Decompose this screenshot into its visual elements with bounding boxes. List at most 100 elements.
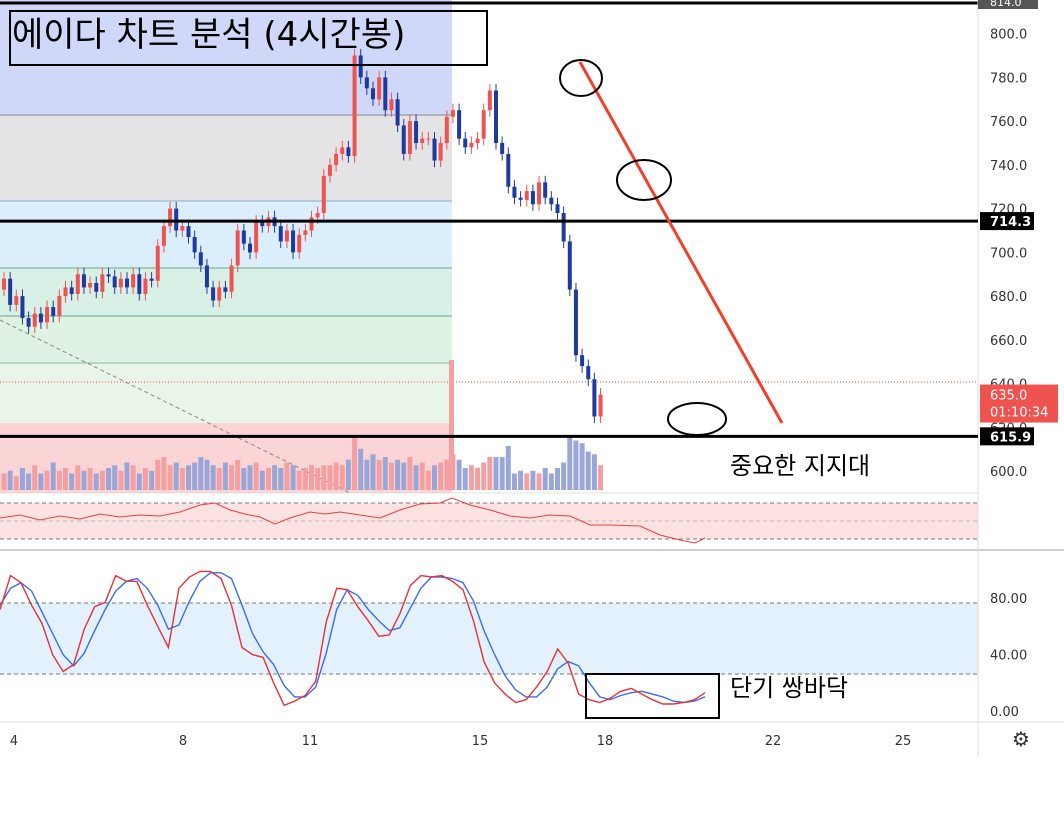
marker-circle-low	[667, 402, 727, 436]
candle-body	[149, 278, 154, 281]
volume-bar	[75, 465, 81, 490]
candle-body	[278, 226, 283, 242]
candle-body	[2, 278, 6, 290]
stoch-axis: 80.00 40.00 0.00	[990, 592, 1027, 720]
candle-body	[88, 283, 93, 288]
price-tick-label: 700.0	[990, 246, 1027, 261]
volume-bar	[499, 457, 505, 490]
candle-body	[204, 265, 209, 288]
time-tick-label: 11	[302, 734, 319, 749]
volume-bar	[573, 440, 579, 490]
candle-body	[352, 55, 357, 157]
candle-body	[217, 287, 222, 301]
price-tick-label: 740.0	[990, 159, 1027, 174]
volume-bar	[173, 462, 179, 490]
candle-body	[75, 274, 80, 294]
panel-frame	[0, 0, 1064, 757]
volume-bar	[475, 468, 481, 490]
volume-bar	[265, 468, 271, 490]
volume-bar	[198, 457, 204, 490]
volume-bar	[296, 470, 302, 490]
stoch-d-line	[0, 572, 706, 704]
volume-bar	[388, 462, 394, 490]
candle-body	[358, 55, 363, 78]
volume-bar	[155, 459, 161, 490]
volume-bar	[192, 462, 198, 490]
candle-body	[395, 99, 400, 126]
price-tick-label: 660.0	[990, 334, 1027, 349]
trend-line	[578, 61, 784, 424]
candle-body	[161, 226, 166, 246]
volume-bar	[112, 465, 118, 490]
candle-body	[223, 287, 228, 292]
candle-body	[334, 153, 339, 165]
volume-bar	[186, 465, 191, 490]
candle-body	[69, 287, 74, 294]
level-price-label: 615.9	[990, 430, 1031, 445]
candle-body	[94, 283, 99, 292]
volume-bar	[579, 443, 585, 490]
volume-bars	[1, 360, 604, 490]
volume-bar	[518, 470, 524, 490]
candle-body	[371, 88, 375, 100]
candle-body	[327, 164, 332, 176]
marker-circle-top	[559, 59, 603, 97]
gear-icon[interactable]: ⚙	[1012, 727, 1030, 751]
countdown-label: 01:10:34	[990, 406, 1048, 421]
volume-bar	[511, 473, 517, 490]
double-bottom-box	[585, 673, 720, 719]
volume-bar	[56, 470, 62, 490]
candle-body	[57, 296, 62, 316]
volume-bar	[493, 457, 499, 490]
candle-body	[481, 110, 486, 139]
candle-body	[174, 208, 179, 231]
price-tick-label: 600.0	[990, 465, 1027, 480]
candle-body	[112, 276, 117, 288]
candle-body	[229, 265, 234, 292]
volume-bar	[555, 468, 560, 490]
candle-body	[401, 125, 406, 154]
price-tick-label: 680.0	[990, 290, 1027, 305]
volume-bar	[284, 462, 290, 490]
volume-bar	[253, 462, 259, 490]
volume-bar	[438, 462, 444, 490]
rsi-panel	[0, 497, 978, 544]
volume-bar	[19, 468, 25, 490]
volume-bar	[339, 465, 345, 490]
stoch-tick-label: 0.00	[990, 705, 1019, 720]
candle-body	[543, 182, 548, 198]
volume-bar	[358, 448, 364, 490]
volume-bar	[364, 459, 370, 490]
volume-bar	[69, 473, 75, 490]
volume-bar	[536, 473, 542, 490]
volume-bar	[524, 473, 530, 490]
stoch-panel	[0, 602, 978, 675]
volume-bar	[142, 468, 148, 490]
time-tick-label: 25	[895, 734, 912, 749]
volume-bar	[444, 459, 450, 490]
candle-body	[254, 221, 259, 253]
volume-bar	[542, 468, 548, 490]
volume-bar	[456, 459, 462, 490]
candle-body	[20, 296, 25, 318]
candle-body	[592, 379, 597, 417]
volume-bar	[585, 451, 591, 490]
price-tick-label: 800.0	[990, 28, 1027, 43]
volume-bar	[425, 470, 431, 490]
volume-bar	[413, 465, 419, 490]
candle-body	[186, 226, 191, 238]
volume-bar	[222, 462, 228, 490]
current-price-tag	[980, 384, 1058, 423]
volume-bar	[561, 462, 567, 490]
volume-bar	[530, 470, 536, 490]
candle-body	[450, 110, 455, 117]
volume-bar	[13, 476, 19, 490]
drawings	[559, 59, 784, 719]
candle-body	[303, 230, 308, 235]
time-tick-label: 22	[765, 734, 782, 749]
volume-bar	[481, 462, 487, 490]
volume-bar	[432, 465, 437, 490]
candle-body	[100, 274, 105, 292]
volume-bar	[38, 473, 44, 490]
